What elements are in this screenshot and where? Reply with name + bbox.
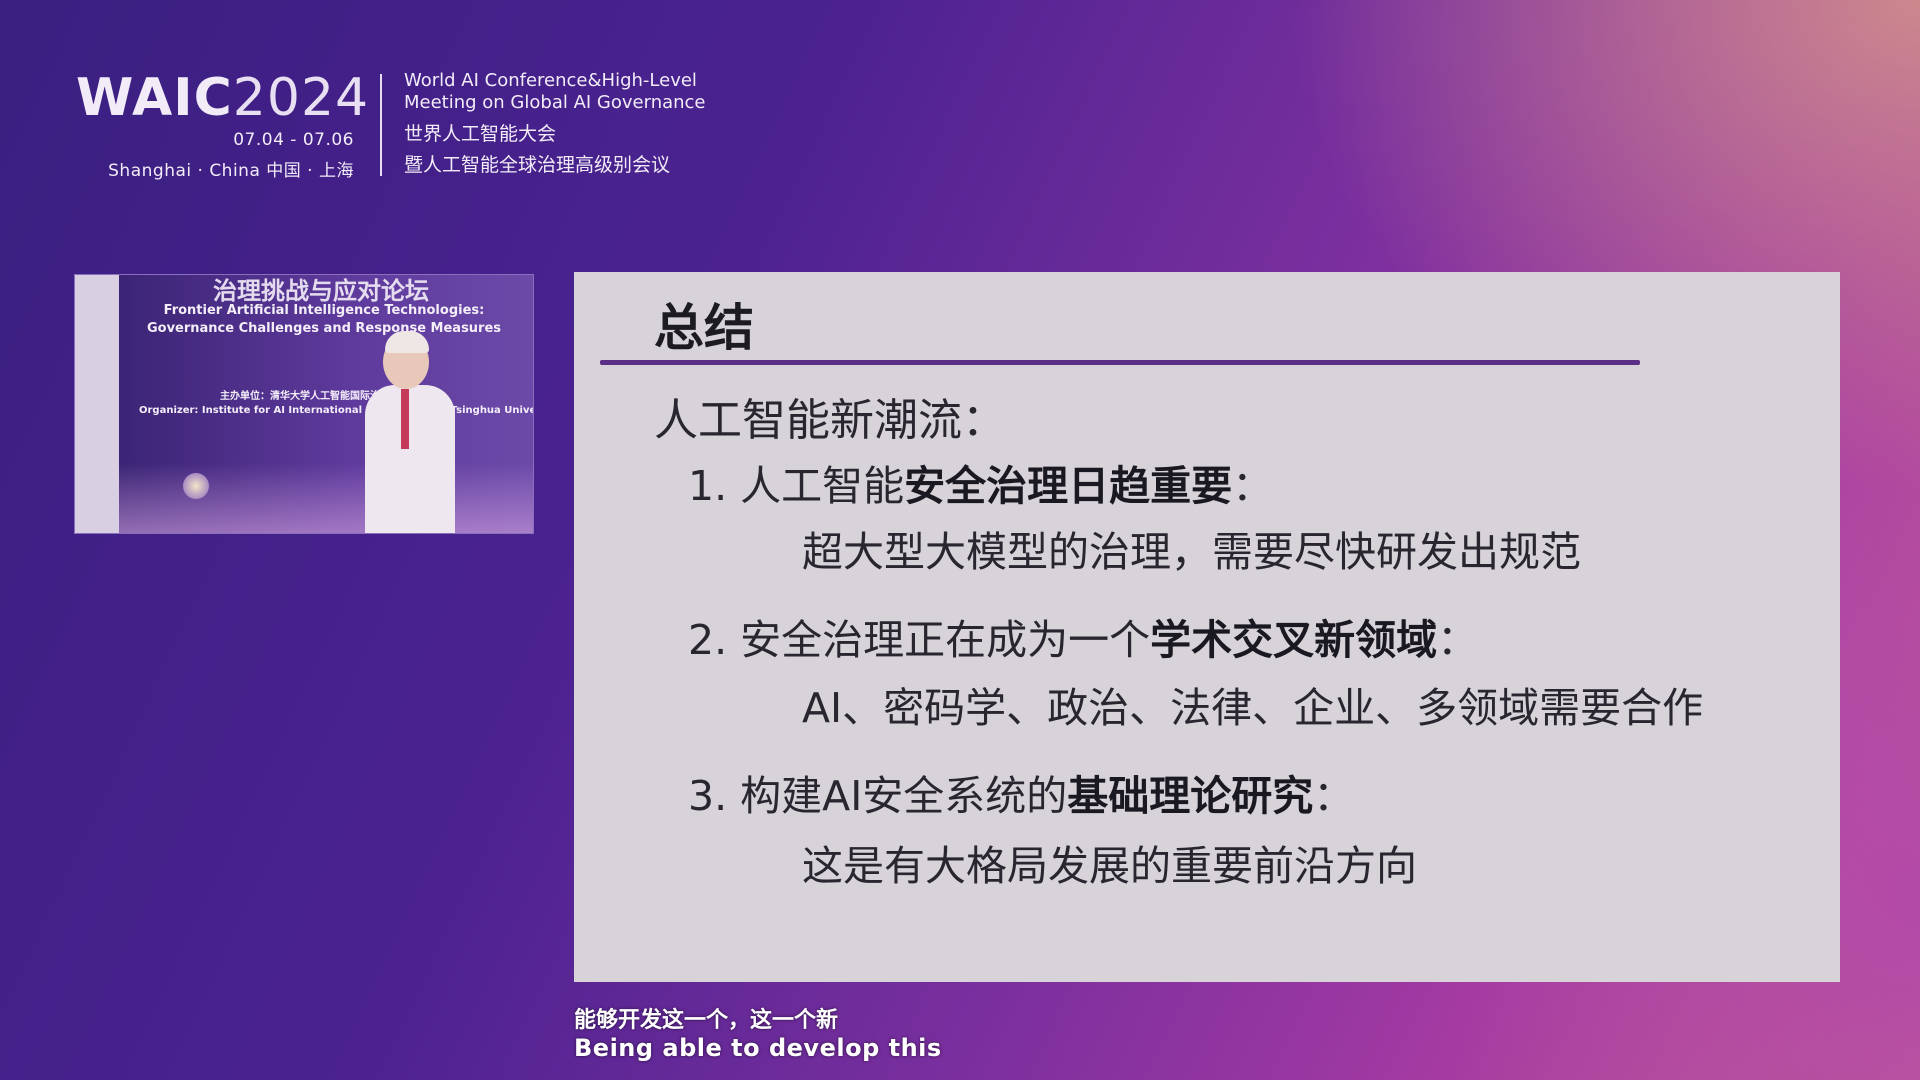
speaker-figure [355,331,465,533]
slide-item-3-detail: 这是有大格局发展的重要前沿方向 [802,842,1417,890]
subtitle-en: Being able to develop this [574,1034,942,1062]
logo-wordmark: WAIC2024 [76,68,369,128]
speaker-video[interactable]: 治理挑战与应对论坛 Frontier Artificial Intelligen… [74,274,534,534]
item-suffix: ： [1313,772,1355,820]
item-prefix: 3. 构建AI安全系统的 [688,772,1068,820]
speaker-body [365,385,455,533]
speaker-lanyard [401,389,409,449]
video-banner-en-1: Frontier Artificial Intelligence Technol… [163,303,485,318]
stage-orb [183,473,209,499]
video-organizer-en: Organizer: Institute for AI Internationa… [139,405,534,416]
conference-title: World AI Conference&High-Level Meeting o… [404,70,734,180]
video-banner-en-2: Governance Challenges and Response Measu… [146,321,502,336]
slide-item-2: 2. 安全治理正在成为一个学术交叉新领域： [688,606,1478,666]
slide-item-3: 3. 构建AI安全系统的基础理论研究： [688,762,1354,822]
subtitle-zh: 能够开发这一个，这一个新 [574,1008,839,1033]
event-dates: 07.04 - 07.06 [233,130,354,150]
video-banner-zh: 治理挑战与应对论坛 [213,277,429,305]
item-suffix: ： [1437,616,1479,664]
slide-item-2-detail: AI、密码学、政治、法律、企业、多领域需要合作 [802,684,1704,732]
stage-lights [119,463,533,533]
video-organizer-zh: 主办单位：清华大学人工智能国际治理研究院 [220,391,420,402]
slide-title: 总结 [654,299,754,357]
logo-year: 2024 [232,68,370,128]
item-prefix: 2. 安全治理正在成为一个 [688,616,1151,664]
header-divider [380,74,382,176]
slide-item-1-detail: 超大型大模型的治理，需要尽快研发出规范 [802,528,1581,576]
conference-title-en-1: World AI Conference&High-Level [404,70,697,91]
conference-title-en-2: Meeting on Global AI Governance [404,92,706,113]
slide-item-1: 1. 人工智能安全治理日趋重要： [688,452,1273,512]
conference-title-zh-2: 暨人工智能全球治理高级别会议 [404,154,671,176]
item-prefix: 1. 人工智能 [688,462,905,510]
event-location: Shanghai · China 中国 · 上海 [108,161,354,181]
item-suffix: ： [1232,462,1274,510]
logo-word: WAIC [76,68,233,128]
presentation-slide: 总结 人工智能新潮流： 1. 人工智能安全治理日趋重要： 超大型大模型的治理，需… [574,272,1840,982]
slide-heading: 人工智能新潮流： [654,395,1006,446]
slide-title-rule [600,360,1640,365]
item-emphasis: 学术交叉新领域 [1150,616,1438,664]
conference-title-zh-1: 世界人工智能大会 [404,123,557,145]
item-emphasis: 安全治理日趋重要 [904,462,1233,510]
speaker-hair [385,331,429,353]
waic-logo: WAIC2024 07.04 - 07.06 Shanghai · China … [76,68,368,181]
item-emphasis: 基础理论研究 [1067,772,1314,820]
